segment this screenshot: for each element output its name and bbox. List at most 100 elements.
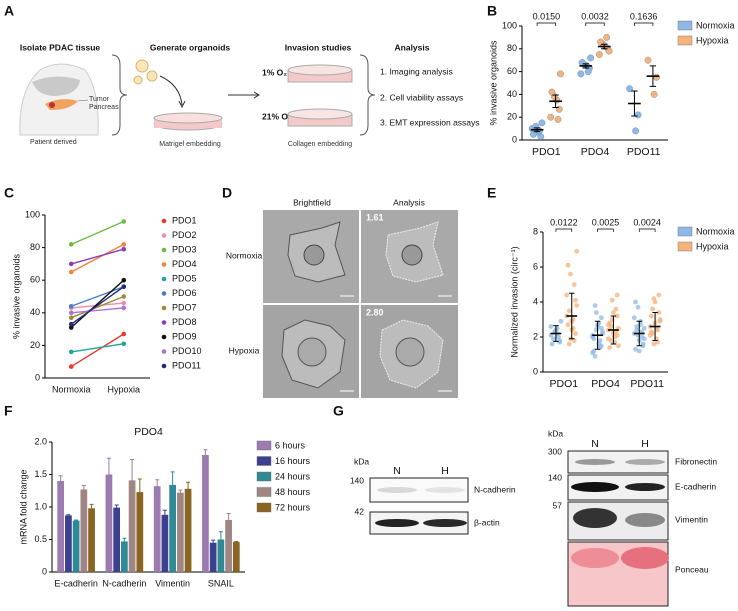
data-point bbox=[68, 321, 74, 327]
y-axis-label: Normalized invasion (circ⁻¹) bbox=[509, 246, 519, 357]
error-bar bbox=[137, 478, 142, 506]
step-title: Generate organoids bbox=[150, 42, 231, 52]
data-point bbox=[571, 338, 577, 343]
data-point bbox=[68, 315, 74, 320]
error-bar bbox=[170, 471, 175, 499]
series-line bbox=[70, 295, 125, 319]
panel-label: B bbox=[487, 3, 497, 19]
panel-label: F bbox=[4, 403, 13, 419]
y-tick-label: 1.0 bbox=[34, 501, 47, 511]
marker: 57 bbox=[553, 500, 563, 510]
y-tick-label: 100 bbox=[25, 209, 40, 219]
legend-marker bbox=[161, 305, 167, 311]
significance-bracket bbox=[555, 228, 573, 232]
legend-label: PDO4 bbox=[172, 259, 197, 269]
x-tick-label: PDO4 bbox=[591, 378, 620, 390]
caption: Collagen embedding bbox=[288, 141, 352, 148]
legend-label: PDO2 bbox=[172, 230, 197, 240]
data-point bbox=[574, 248, 580, 254]
protein: Vimentin bbox=[675, 514, 708, 524]
band bbox=[423, 519, 467, 527]
band bbox=[375, 519, 419, 527]
x-tick-label: PDO1 bbox=[550, 378, 579, 390]
bar bbox=[169, 484, 176, 572]
data-point bbox=[68, 349, 74, 355]
data-point bbox=[548, 324, 554, 329]
bar bbox=[128, 480, 136, 572]
data-point bbox=[68, 310, 74, 316]
protein: β-actin bbox=[474, 517, 500, 527]
nucleus bbox=[303, 244, 325, 266]
data-point bbox=[68, 261, 74, 267]
protein: Ponceau bbox=[675, 564, 709, 574]
organoid bbox=[135, 59, 149, 73]
pointer bbox=[77, 99, 89, 102]
row-label: Normoxia bbox=[226, 250, 263, 260]
p-value: 0.0150 bbox=[533, 11, 561, 21]
dish bbox=[153, 112, 223, 124]
error-bar bbox=[74, 519, 79, 522]
bar bbox=[202, 455, 209, 572]
condition: 1% O₂ bbox=[262, 67, 287, 77]
data-point bbox=[614, 313, 620, 319]
x-tick-label: N-cadherin bbox=[102, 578, 146, 588]
data-point bbox=[121, 300, 127, 306]
error-bar bbox=[226, 513, 231, 527]
legend-label: Hypoxia bbox=[696, 241, 729, 251]
marker: 140 bbox=[548, 472, 562, 482]
arrowhead bbox=[178, 100, 186, 109]
y-tick-label: 4 bbox=[533, 296, 538, 306]
legend-marker bbox=[161, 291, 167, 296]
data-point bbox=[573, 297, 578, 303]
legend-marker bbox=[161, 349, 167, 354]
legend-swatch bbox=[256, 471, 272, 482]
x-tick-label: PDO11 bbox=[630, 378, 664, 390]
error-bar bbox=[234, 540, 239, 544]
series-line bbox=[71, 343, 124, 353]
y-axis-label: % invasive organoids bbox=[488, 40, 498, 126]
legend-marker bbox=[161, 262, 167, 267]
data-point bbox=[598, 315, 604, 321]
dish bbox=[287, 64, 353, 76]
error-bar bbox=[89, 503, 94, 513]
error-bar bbox=[155, 479, 160, 494]
y-tick-label: 2.0 bbox=[34, 436, 47, 446]
band bbox=[377, 487, 417, 493]
data-point bbox=[613, 306, 619, 312]
data-point bbox=[616, 343, 621, 349]
bar bbox=[161, 514, 169, 572]
bar bbox=[72, 520, 80, 572]
significance-bracket bbox=[597, 228, 614, 232]
data-point bbox=[655, 339, 660, 345]
data-point bbox=[636, 348, 642, 354]
y-tick-label: 20 bbox=[507, 112, 517, 122]
legend-marker bbox=[161, 218, 167, 224]
lane-label: H bbox=[641, 438, 649, 450]
data-point bbox=[121, 341, 127, 347]
legend-label: 6 hours bbox=[275, 440, 306, 450]
organoid bbox=[133, 75, 143, 85]
y-tick-label: 0 bbox=[35, 372, 40, 382]
data-point bbox=[68, 364, 74, 369]
data-point bbox=[530, 130, 537, 138]
y-tick-label: 2 bbox=[533, 331, 538, 341]
organoid bbox=[146, 70, 158, 82]
y-tick-label: 1.5 bbox=[34, 469, 47, 479]
x-tick-label: Normoxia bbox=[52, 384, 91, 394]
data-point bbox=[558, 318, 564, 324]
legend-marker bbox=[161, 247, 167, 253]
lane-label: N bbox=[393, 465, 401, 477]
data-point bbox=[577, 70, 585, 78]
legend-marker bbox=[161, 320, 167, 325]
data-point bbox=[121, 331, 127, 337]
marker: 42 bbox=[355, 506, 365, 516]
panel-label: D bbox=[222, 185, 232, 201]
data-point bbox=[121, 219, 127, 224]
data-point bbox=[121, 277, 127, 283]
legend-label: PDO1 bbox=[172, 215, 197, 225]
data-point bbox=[656, 292, 662, 298]
data-point bbox=[547, 113, 555, 121]
data-point bbox=[595, 51, 603, 58]
series-line bbox=[70, 279, 125, 328]
data-point bbox=[635, 304, 641, 310]
